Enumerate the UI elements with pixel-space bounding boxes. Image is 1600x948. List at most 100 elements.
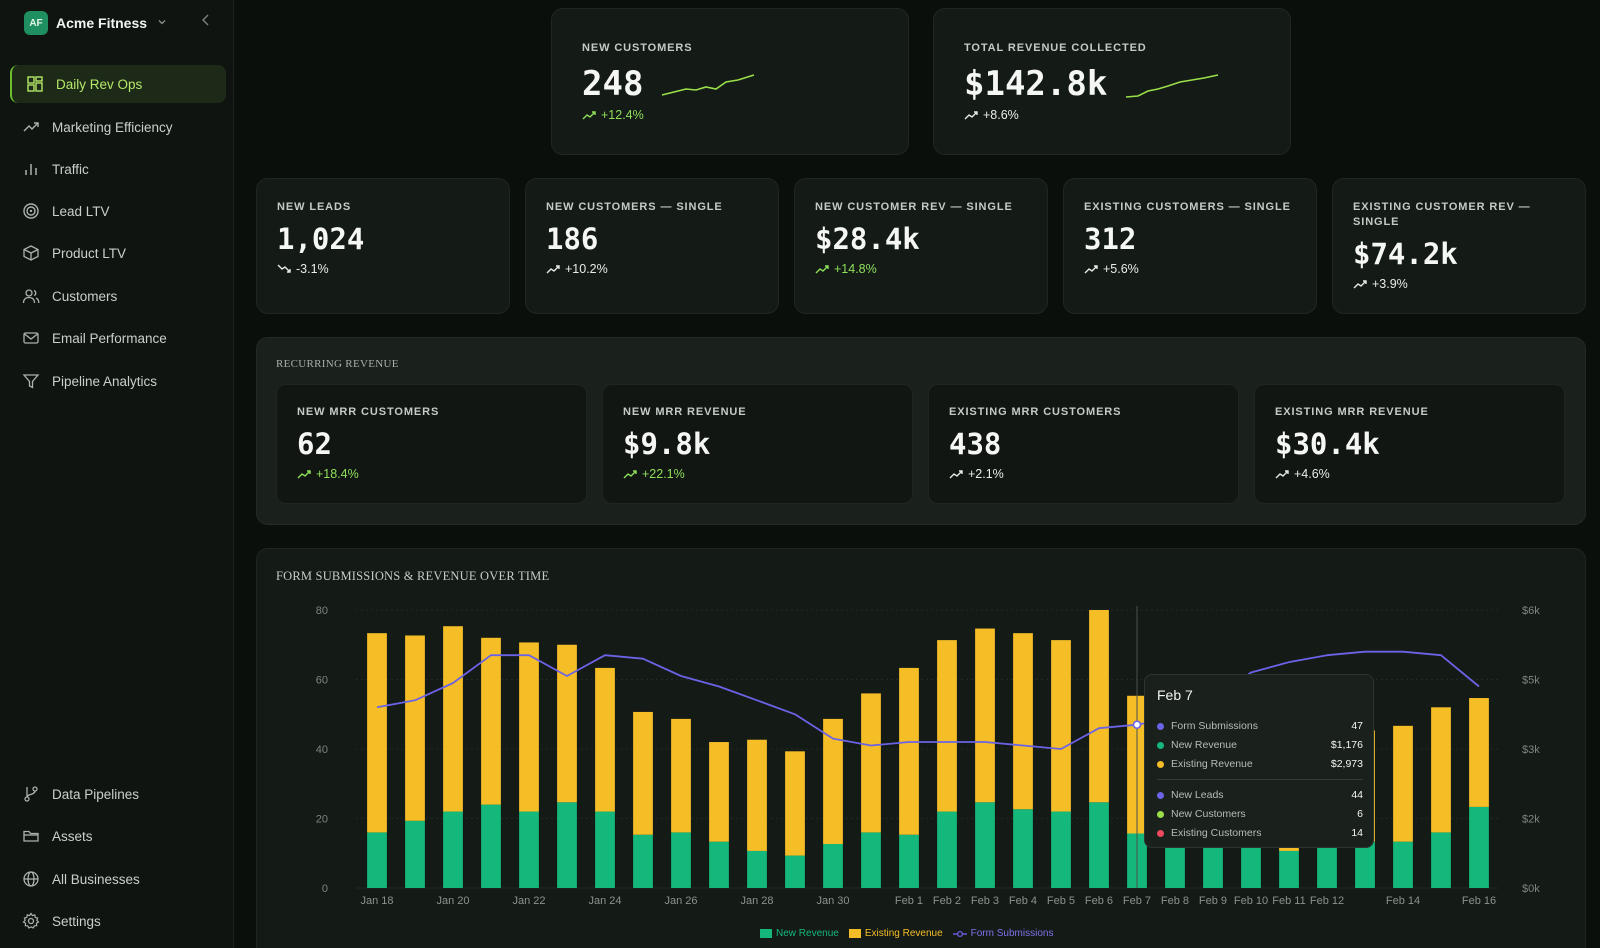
bar-existing-revenue xyxy=(633,711,653,835)
kpi-delta-value: +5.6% xyxy=(1103,262,1139,276)
sidebar-item-lead-ltv[interactable]: Lead LTV xyxy=(10,192,226,230)
kpi-delta-value: +3.9% xyxy=(1372,277,1408,291)
bar-new-revenue xyxy=(975,802,995,888)
kpi-label: EXISTING MRR REVENUE xyxy=(1275,406,1429,418)
x-tick-label: Feb 12 xyxy=(1310,895,1344,907)
sidebar-item-label: Marketing Efficiency xyxy=(52,119,173,135)
tooltip-value: 44 xyxy=(1351,789,1363,801)
sidebar-item-customers[interactable]: Customers xyxy=(10,277,226,315)
legend-label: Existing Revenue xyxy=(864,928,943,939)
git-branch-icon xyxy=(22,785,40,803)
bar-new-revenue xyxy=(861,832,881,888)
bar-new-revenue xyxy=(1355,841,1375,888)
bar-new-revenue xyxy=(1051,811,1071,888)
trending-up-icon xyxy=(582,111,596,120)
sidebar-item-pipeline-analytics[interactable]: Pipeline Analytics xyxy=(10,362,226,400)
kpi-delta: +12.4% xyxy=(582,108,644,122)
trending-up-icon xyxy=(949,470,963,479)
bar-new-revenue xyxy=(1393,841,1413,888)
bar-existing-revenue xyxy=(1089,610,1109,803)
tooltip-row: New Leads 44 xyxy=(1157,788,1363,802)
bar-new-revenue xyxy=(1013,809,1033,888)
collapse-sidebar-icon[interactable] xyxy=(198,13,214,33)
kpi-delta-value: +22.1% xyxy=(642,467,685,481)
tooltip-row: Form Submissions 47 xyxy=(1157,719,1363,733)
legend-item-existing-revenue[interactable]: Existing Revenue xyxy=(848,928,943,939)
x-tick-label: Feb 8 xyxy=(1161,895,1189,907)
kpi-label: NEW CUSTOMERS xyxy=(582,42,693,54)
kpi-value: 1,024 xyxy=(277,222,365,256)
y-tick-label-left: 0 xyxy=(322,883,328,895)
target-icon xyxy=(22,202,40,220)
tooltip-label: New Leads xyxy=(1171,789,1224,801)
legend-item-form-submissions[interactable]: Form Submissions xyxy=(952,928,1053,939)
legend-item-new-revenue[interactable]: New Revenue xyxy=(760,928,839,939)
x-tick-label: Feb 5 xyxy=(1047,895,1075,907)
revenue-chart[interactable]: 0 20 40 60 80 $0k $2k $3k $5k $6k Jan 18 Jan 20 Jan … xyxy=(256,590,1586,910)
tooltip-title: Feb 7 xyxy=(1157,687,1193,703)
kpi-value: 312 xyxy=(1084,222,1137,256)
sidebar-item-data-pipelines[interactable]: Data Pipelines xyxy=(10,775,226,813)
bar-existing-revenue xyxy=(709,742,729,842)
kpi-card-new-customers-single: NEW CUSTOMERS — SINGLE 186 +10.2% xyxy=(525,178,779,314)
sparkline xyxy=(1125,74,1219,98)
bar-existing-revenue xyxy=(671,718,691,833)
bar-new-revenue xyxy=(557,802,577,888)
sidebar-item-settings[interactable]: Settings xyxy=(10,902,226,940)
workspace-switcher[interactable]: AF Acme Fitness xyxy=(24,11,167,35)
bar-new-revenue xyxy=(1431,832,1451,888)
bar-existing-revenue xyxy=(481,637,501,805)
bar-existing-revenue xyxy=(861,693,881,833)
kpi-label: NEW CUSTOMERS — SINGLE xyxy=(546,201,723,213)
sidebar-item-label: Email Performance xyxy=(52,330,167,346)
bar-new-revenue xyxy=(1089,802,1109,888)
tooltip-value: 47 xyxy=(1351,720,1363,732)
kpi-delta-value: -3.1% xyxy=(296,262,329,276)
legend-swatch xyxy=(760,929,772,938)
bar-new-revenue xyxy=(1203,837,1223,888)
kpi-delta-value: +10.2% xyxy=(565,262,608,276)
tooltip-label: Existing Customers xyxy=(1171,827,1262,839)
bar-new-revenue xyxy=(823,843,843,888)
tooltip-row: Existing Customers 14 xyxy=(1157,826,1363,840)
bar-existing-revenue xyxy=(595,667,615,812)
legend-swatch xyxy=(848,929,861,938)
bar-existing-revenue xyxy=(1013,633,1033,810)
bar-existing-revenue xyxy=(1431,707,1451,833)
bar-existing-revenue xyxy=(557,644,577,803)
sidebar-item-marketing-efficiency[interactable]: Marketing Efficiency xyxy=(10,108,226,146)
bar-new-revenue xyxy=(1279,850,1299,888)
x-tick-label: Feb 3 xyxy=(971,895,999,907)
kpi-value: $28.4k xyxy=(815,222,920,256)
tooltip-row: New Revenue $1,176 xyxy=(1157,738,1363,752)
bar-existing-revenue xyxy=(899,667,919,835)
kpi-value: 62 xyxy=(297,427,332,461)
sidebar-item-assets[interactable]: Assets xyxy=(10,817,226,855)
bar-new-revenue xyxy=(747,850,767,888)
kpi-value: $30.4k xyxy=(1275,427,1380,461)
sidebar-item-label: All Businesses xyxy=(52,871,140,887)
bar-new-revenue xyxy=(785,855,805,888)
trending-down-icon xyxy=(277,264,291,273)
kpi-delta: +14.8% xyxy=(815,262,877,276)
x-tick-label: Feb 16 xyxy=(1462,895,1496,907)
sidebar-item-daily-rev-ops[interactable]: Daily Rev Ops xyxy=(10,65,226,103)
kpi-label: NEW MRR CUSTOMERS xyxy=(297,406,440,418)
x-tick-label: Feb 6 xyxy=(1085,895,1113,907)
sidebar-item-label: Assets xyxy=(52,828,93,844)
bar-new-revenue xyxy=(1317,846,1337,888)
tooltip-label: New Customers xyxy=(1171,808,1246,820)
chart-legend: New Revenue Existing Revenue Form Submis… xyxy=(760,928,1053,939)
kpi-delta: +3.9% xyxy=(1353,277,1408,291)
bar-existing-revenue xyxy=(975,628,995,803)
bar-new-revenue xyxy=(709,841,729,888)
dashboard-grid-icon xyxy=(26,75,44,93)
sidebar-item-email-performance[interactable]: Email Performance xyxy=(10,319,226,357)
bar-new-revenue xyxy=(519,811,539,888)
sidebar-item-product-ltv[interactable]: Product LTV xyxy=(10,234,226,272)
chart-title: FORM SUBMISSIONS & REVENUE OVER TIME xyxy=(276,569,550,583)
sidebar-item-all-businesses[interactable]: All Businesses xyxy=(10,860,226,898)
x-tick-label: Feb 11 xyxy=(1272,895,1305,907)
y-tick-label-right: $6k xyxy=(1522,605,1540,617)
sidebar-item-traffic[interactable]: Traffic xyxy=(10,150,226,188)
